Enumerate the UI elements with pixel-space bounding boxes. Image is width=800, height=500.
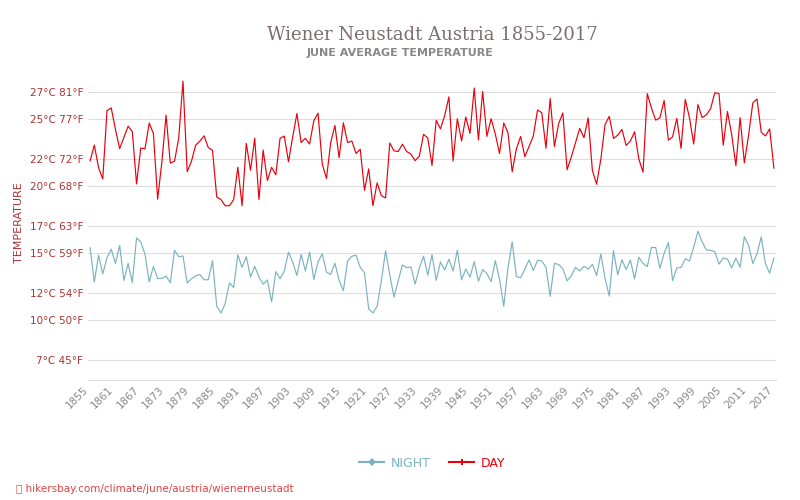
Title: Wiener Neustadt Austria 1855-2017: Wiener Neustadt Austria 1855-2017: [266, 26, 598, 44]
Text: JUNE AVERAGE TEMPERATURE: JUNE AVERAGE TEMPERATURE: [306, 48, 494, 58]
Legend: NIGHT, DAY: NIGHT, DAY: [354, 452, 510, 474]
Text: 🔴 hikersbay.com/climate/june/austria/wienerneustadt: 🔴 hikersbay.com/climate/june/austria/wie…: [16, 484, 294, 494]
Y-axis label: TEMPERATURE: TEMPERATURE: [14, 182, 24, 263]
